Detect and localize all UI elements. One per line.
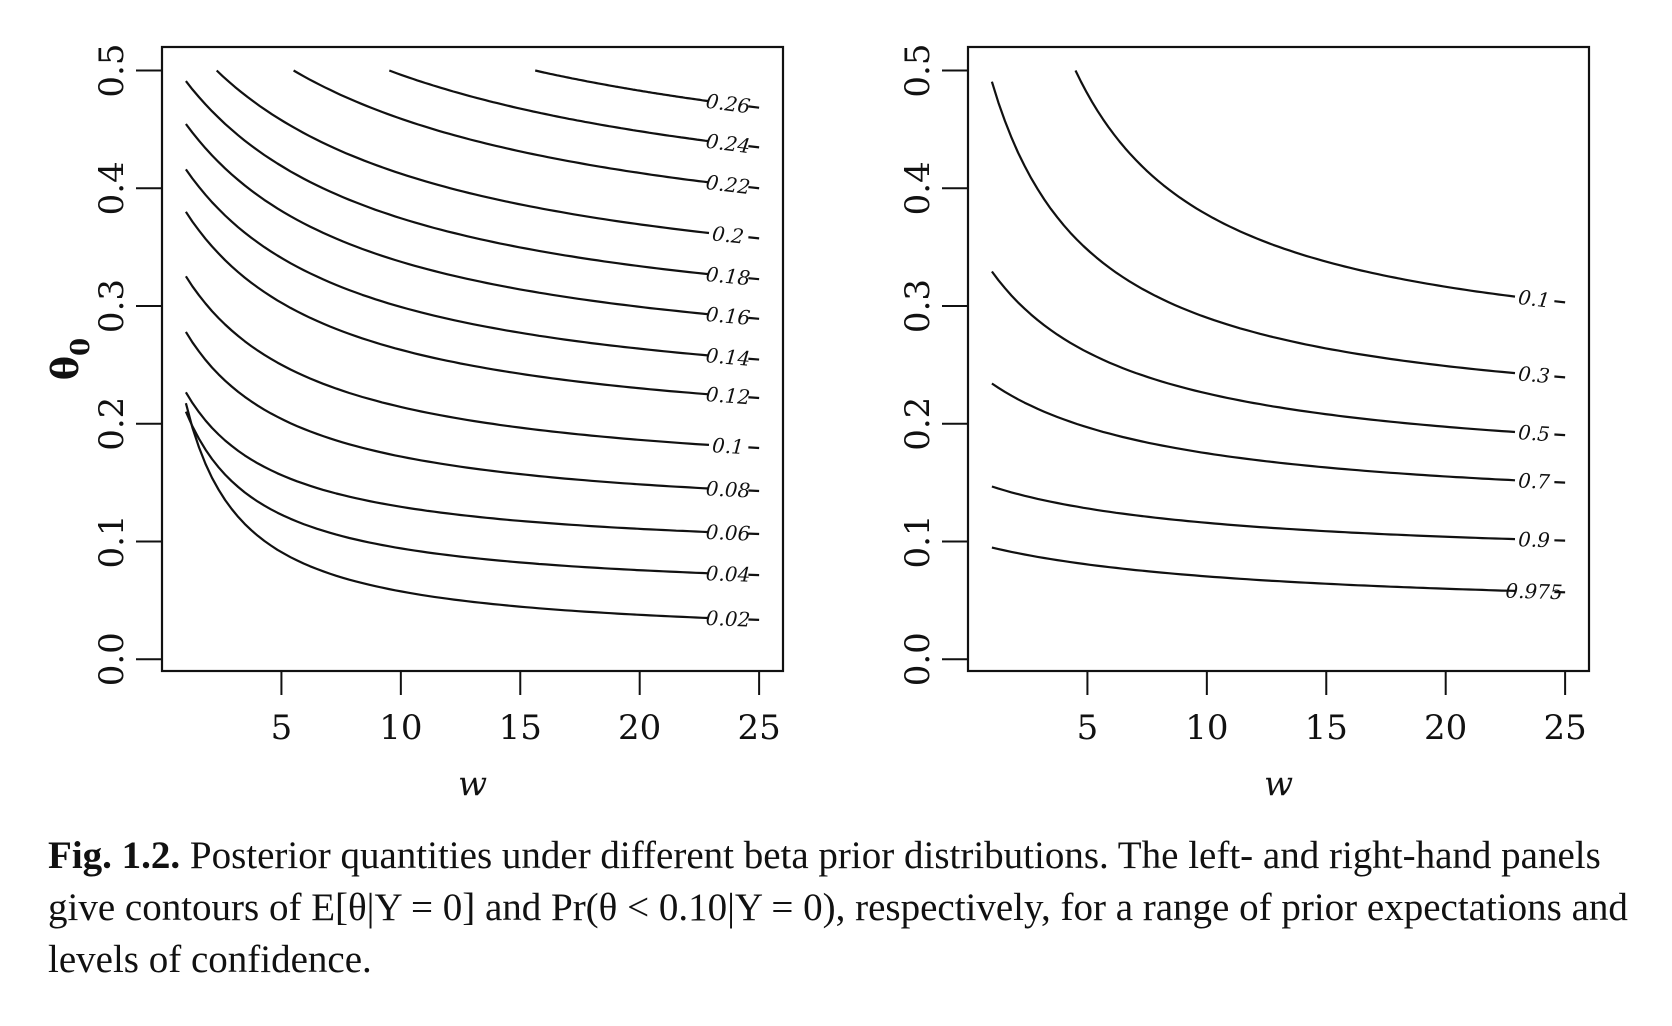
contour-label: 0.1	[711, 433, 744, 459]
contour-line	[184, 211, 710, 396]
contour-line-tail	[1554, 300, 1566, 304]
contour-line-tail	[1554, 375, 1566, 379]
x-tick-label: 15	[1305, 708, 1348, 748]
contour-line-tail	[1554, 433, 1566, 437]
y-tick-label: 0.2	[898, 397, 938, 451]
figure: 5 10 15 20 25 w 0.0 0.1 0.2 0.3 0.4 0.5 θ0 0.02 0.04 0.…	[45, 44, 1591, 800]
contour-label: 0.5	[1517, 420, 1550, 446]
caption-figure-number: Fig. 1.2.	[48, 834, 181, 877]
x-tick-label: 10	[1185, 708, 1228, 748]
x-tick-label: 10	[379, 708, 422, 748]
figure-caption: Fig. 1.2. Posterior quantities under dif…	[48, 830, 1628, 986]
y-tick-label: 0.1	[92, 514, 132, 568]
contour-line	[184, 275, 710, 446]
contour-line	[990, 81, 1516, 375]
contour-line-tail	[748, 316, 760, 320]
contour-line-tail	[748, 396, 760, 400]
contour-label: 0.1	[1517, 285, 1551, 313]
contour-line	[991, 382, 1516, 482]
contour-line-tail	[748, 277, 760, 281]
y-tick-label: 0.4	[92, 161, 132, 215]
y-tick-label: 0.5	[92, 44, 132, 98]
contour-label: 0.18	[705, 262, 752, 290]
contour-label: 0.16	[705, 302, 752, 330]
contour-label: 0.975	[1505, 579, 1563, 605]
x-tick-label: 5	[271, 708, 293, 748]
contour-line	[1074, 70, 1516, 298]
y-tick-label: 0.0	[898, 632, 938, 686]
y-tick-label: 0.1	[898, 514, 938, 568]
y-tick-label: 0.3	[898, 279, 938, 333]
caption-text: Posterior quantities under different bet…	[48, 834, 1628, 981]
contour-line	[185, 123, 710, 316]
contour-line-tail	[748, 185, 760, 190]
contour-label: 0.26	[704, 89, 752, 119]
contour-line	[991, 270, 1516, 434]
contour-label: 0.02	[705, 606, 750, 632]
contour-label: 0.2	[711, 221, 745, 248]
y-tick-label: 0.5	[898, 44, 938, 98]
left-panel-contour-plot: 5 10 15 20 25 w 0.0 0.1 0.2 0.3 0.4 0.5 θ0 0.02 0.04 0.…	[45, 44, 785, 800]
contour-label: 0.12	[705, 382, 751, 409]
contour-line-tail	[748, 145, 760, 149]
plot-frame	[966, 45, 1591, 673]
y-axis-label-subscript: 0	[66, 338, 96, 356]
contour-line	[184, 391, 710, 534]
contour-line	[293, 69, 710, 184]
contour-line-tail	[748, 357, 760, 361]
contour-label: 0.24	[704, 129, 751, 158]
contour-label: 0.08	[705, 476, 751, 502]
right-panel-contour-plot: 5 10 15 20 25 w 0.0 0.1 0.2 0.3 0.4 0.5 0.1 0.3 0.5 0.7…	[898, 44, 1591, 800]
x-tick-label: 25	[737, 708, 780, 748]
contour-line-tail	[748, 446, 760, 450]
x-tick-label: 25	[1543, 708, 1586, 748]
contour-line	[388, 69, 710, 143]
x-axis-label: w	[458, 764, 487, 800]
contour-line	[991, 546, 1516, 592]
x-tick-label: 20	[618, 708, 661, 748]
contour-label: 0.9	[1518, 527, 1551, 552]
x-axis-label: w	[1264, 764, 1293, 800]
contour-line-tail	[748, 489, 760, 493]
contour-line	[215, 69, 710, 235]
contour-line	[185, 168, 710, 357]
contour-label: 0.7	[1518, 468, 1551, 493]
contour-line-tail	[748, 236, 760, 240]
y-axis-label: θ0	[45, 338, 96, 380]
contour-line	[991, 485, 1516, 541]
contour-label: 0.22	[705, 170, 752, 199]
contour-line	[184, 331, 710, 490]
x-tick-label: 5	[1077, 708, 1099, 748]
x-tick-label: 20	[1424, 708, 1467, 748]
y-tick-label: 0.2	[92, 397, 132, 451]
x-tick-label: 15	[499, 708, 542, 748]
y-tick-label: 0.0	[92, 632, 132, 686]
contour-line-tail	[748, 105, 760, 109]
contour-label: 0.04	[705, 561, 750, 587]
y-tick-label: 0.4	[898, 161, 938, 215]
contour-label: 0.14	[705, 343, 751, 371]
contour-line	[534, 69, 710, 103]
contour-label: 0.06	[705, 520, 751, 546]
contour-label: 0.3	[1517, 361, 1551, 388]
contour-line	[184, 402, 710, 620]
contour-line	[185, 80, 710, 276]
contour-line	[184, 411, 710, 575]
y-tick-label: 0.3	[92, 279, 132, 333]
